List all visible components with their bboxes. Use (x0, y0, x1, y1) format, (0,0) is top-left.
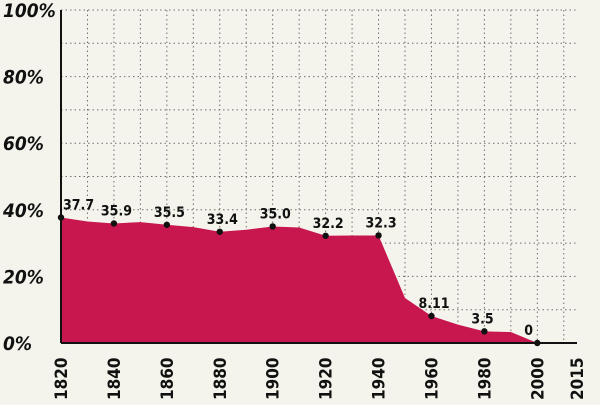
data-point (428, 313, 434, 319)
data-label: 0 (524, 323, 533, 339)
data-point (164, 222, 170, 228)
x-tick-label: 1900 (264, 357, 284, 400)
data-label: 35.5 (154, 205, 185, 221)
data-point (217, 229, 223, 235)
x-tick-label: 1860 (158, 357, 178, 400)
x-tick-label: 1820 (52, 357, 72, 400)
x-tick-label: 1980 (475, 357, 495, 400)
data-label: 35.0 (260, 206, 291, 222)
data-point (375, 232, 381, 238)
data-label: 32.3 (366, 215, 397, 231)
data-point (481, 328, 487, 334)
data-label: 3.5 (471, 311, 493, 327)
y-tick-label: 100% (3, 0, 56, 22)
x-tick-label: 1880 (211, 357, 231, 400)
data-point (269, 223, 275, 229)
x-tick-label: 1960 (422, 357, 442, 400)
data-label: 33.4 (207, 212, 238, 228)
data-point (58, 214, 64, 220)
data-label: 8.11 (418, 296, 449, 312)
x-tick-label: 1840 (105, 357, 125, 400)
x-tick-label: 2000 (528, 357, 548, 400)
data-label: 37.7 (63, 197, 94, 213)
area-series (61, 217, 537, 343)
data-label: 32.2 (313, 216, 344, 232)
y-tick-label: 40% (2, 200, 44, 222)
y-tick-label: 20% (3, 266, 44, 288)
y-tick-label: 0% (3, 333, 32, 355)
x-tick-label: 1920 (317, 357, 337, 400)
x-tick-label: 1940 (370, 357, 390, 400)
x-tick-label: 2015 (568, 357, 588, 400)
x-axis-ticks: 1820 1840 1860 1880 1900 1920 1940 1960 1980 2000… (52, 357, 588, 400)
data-label: 35.9 (101, 203, 132, 219)
y-axis-ticks: 100% 80% 60% 40% 20% 0% (2, 0, 56, 355)
data-point (322, 233, 328, 239)
y-tick-label: 80% (3, 67, 44, 89)
data-point (534, 340, 540, 346)
data-point (111, 220, 117, 226)
y-tick-label: 60% (3, 133, 44, 155)
